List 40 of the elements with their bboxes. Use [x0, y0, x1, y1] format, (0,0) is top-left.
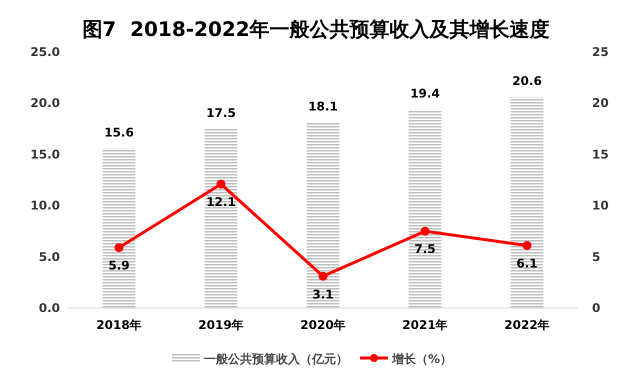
y-tick-label: 15.0	[30, 147, 60, 162]
y2-tick-label: 25	[592, 45, 609, 59]
data-label: 17.5	[206, 106, 236, 120]
y-tick-label: 10.0	[30, 198, 60, 213]
legend-label: 一般公共预算收入（亿元）	[204, 352, 348, 366]
legend-label: 增长（%）	[391, 352, 452, 366]
bar	[102, 148, 136, 308]
data-label: 3.1	[312, 287, 334, 302]
point	[522, 241, 532, 250]
data-label: 6.1	[516, 256, 538, 271]
data-label: 20.6	[512, 74, 542, 88]
y2-tick-label: 20	[592, 96, 609, 110]
point	[318, 272, 328, 281]
bar	[510, 97, 544, 308]
point	[114, 243, 124, 252]
x-tick-label: 2020年	[300, 318, 346, 332]
y-tick-label: 25.0	[30, 45, 60, 59]
data-label: 19.4	[410, 86, 440, 100]
y2-tick-label: 10	[592, 198, 609, 213]
data-label: 18.1	[308, 100, 338, 114]
y2-tick-label: 15	[592, 147, 609, 162]
y2-tick-label: 5	[592, 250, 600, 264]
bar	[408, 109, 442, 308]
data-label: 12.1	[206, 195, 236, 210]
bar	[204, 128, 238, 308]
chart-title: 图7 2018-2022年一般公共预算收入及其增长速度	[82, 17, 550, 41]
data-label: 7.5	[414, 242, 436, 256]
x-tick-label: 2019年	[198, 318, 244, 332]
y-tick-label: 5.0	[38, 250, 60, 264]
y-tick-label: 0.0	[38, 301, 60, 315]
x-tick-label: 2021年	[402, 318, 448, 332]
x-tick-label: 2018年	[96, 318, 142, 332]
x-tick-label: 2022年	[504, 318, 550, 332]
data-label: 5.9	[108, 258, 130, 273]
bar	[306, 122, 340, 308]
y-tick-label: 20.0	[30, 96, 60, 110]
point	[420, 226, 430, 236]
point	[216, 180, 226, 189]
data-label: 15.6	[104, 125, 134, 140]
y2-tick-label: 0	[592, 301, 600, 315]
